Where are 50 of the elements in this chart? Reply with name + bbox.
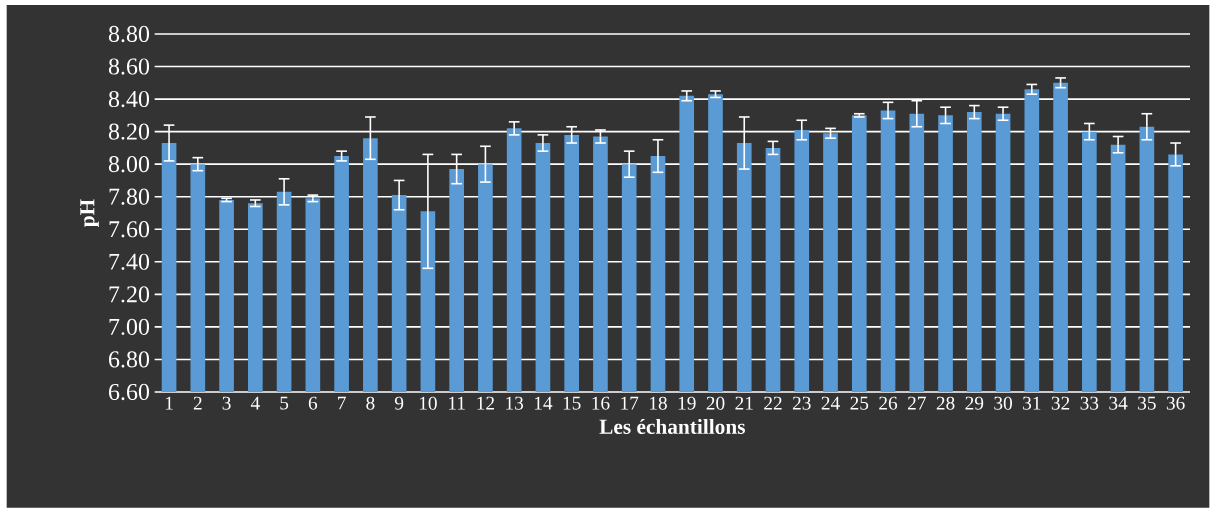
x-tick-label: 19: [678, 396, 696, 410]
x-tick-label: 13: [506, 396, 524, 410]
y-tick-label: 8.40: [108, 90, 150, 108]
x-tick-label: 2: [193, 396, 202, 410]
x-tick-label: 24: [821, 396, 840, 410]
y-tick-label: 8.60: [108, 58, 150, 75]
x-tick-label: 22: [764, 396, 782, 410]
x-tick-label: 5: [280, 396, 289, 410]
x-tick-label: 21: [735, 396, 753, 410]
y-tick-label: 6.60: [109, 383, 150, 401]
x-tick-label: 26: [879, 396, 898, 410]
y-tick-label: 7.40: [109, 253, 150, 270]
y-tick-label: 8.80: [108, 25, 150, 43]
x-tick-label: 16: [592, 396, 610, 410]
x-tick-label: 7: [338, 396, 346, 410]
y-axis-title: pH: [80, 199, 99, 227]
x-tick-label: 3: [222, 396, 231, 410]
x-axis-title: Les échantillons: [599, 418, 745, 434]
y-tick-label: 6.80: [109, 351, 150, 368]
x-tick-label: 23: [792, 396, 811, 410]
x-tick-label: 34: [1109, 396, 1128, 410]
x-tick-label: 30: [994, 396, 1012, 410]
x-tick-label: 33: [1080, 396, 1099, 410]
x-tick-label: 18: [649, 396, 667, 410]
x-tick-label: 28: [936, 396, 955, 410]
x-tick-label: 6: [308, 396, 318, 410]
x-tick-label: 10: [419, 396, 437, 410]
x-tick-label: 36: [1166, 396, 1185, 410]
y-tick-label: 7.80: [109, 188, 150, 205]
x-tick-label: 12: [477, 396, 494, 410]
x-tick-label: 14: [534, 396, 553, 410]
x-tick-label: 35: [1138, 396, 1156, 410]
x-tick-label: 8: [366, 396, 375, 410]
x-tick-label: 27: [907, 396, 926, 410]
y-tick-label: 7.20: [109, 286, 150, 303]
x-tick-label: 31: [1023, 396, 1041, 410]
x-tick-label: 1: [165, 396, 173, 410]
x-tick-label: 32: [1051, 396, 1070, 410]
x-tick-label: 9: [394, 396, 404, 410]
x-tick-label: 4: [250, 396, 260, 410]
y-tick-label: 7.00: [109, 318, 150, 336]
y-tick-label: 7.60: [109, 221, 150, 238]
x-tick-label: 25: [850, 396, 869, 410]
x-tick-label: 11: [449, 396, 465, 410]
x-tick-label: 17: [621, 396, 639, 410]
x-tick-label: 29: [965, 396, 984, 410]
x-tick-label: 20: [706, 396, 725, 410]
y-tick-label: 8.20: [108, 123, 150, 140]
y-tick-label: 8.00: [108, 156, 150, 173]
x-tick-label: 15: [563, 396, 581, 410]
